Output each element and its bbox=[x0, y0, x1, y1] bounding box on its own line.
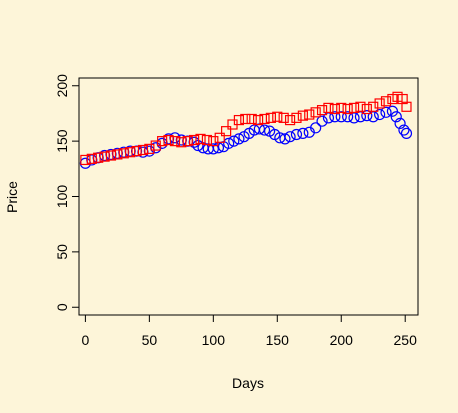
data-point bbox=[386, 105, 399, 117]
data-point bbox=[284, 114, 296, 126]
data-point bbox=[342, 111, 354, 123]
data-point bbox=[144, 143, 155, 154]
data-point bbox=[214, 132, 225, 143]
data-point bbox=[192, 139, 204, 152]
data-point bbox=[223, 137, 235, 149]
data-point bbox=[233, 114, 245, 126]
data-point bbox=[329, 111, 341, 123]
x-tick-label: 150 bbox=[266, 332, 290, 348]
x-axis: 0 50 100 150 200 250 bbox=[81, 314, 418, 348]
data-point bbox=[259, 113, 270, 125]
data-point bbox=[169, 136, 181, 147]
y-tick-label: 50 bbox=[54, 244, 70, 260]
data-point bbox=[400, 127, 413, 139]
data-point bbox=[131, 145, 142, 157]
data-point bbox=[310, 107, 321, 118]
data-point bbox=[380, 96, 392, 107]
y-tick-label: 100 bbox=[54, 185, 70, 209]
data-point bbox=[348, 102, 360, 114]
data-point bbox=[304, 109, 315, 120]
data-point bbox=[390, 111, 402, 123]
data-point bbox=[361, 103, 372, 115]
data-point bbox=[279, 133, 291, 145]
data-point bbox=[189, 134, 200, 146]
x-tick-label: 100 bbox=[202, 332, 226, 348]
data-point bbox=[163, 134, 174, 146]
data-point bbox=[394, 117, 406, 130]
data-point bbox=[253, 123, 265, 135]
y-tick-label: 150 bbox=[54, 129, 70, 153]
data-point bbox=[323, 102, 334, 114]
data-point bbox=[228, 135, 240, 147]
data-point bbox=[182, 136, 193, 147]
data-point bbox=[86, 153, 97, 164]
data-point bbox=[316, 105, 328, 116]
data-point bbox=[392, 91, 403, 102]
y-tick-label: 0 bbox=[54, 303, 70, 311]
data-point bbox=[397, 93, 408, 105]
y-tick-label: 200 bbox=[54, 74, 70, 98]
data-point bbox=[355, 101, 366, 112]
y-axis-title: Price bbox=[4, 181, 20, 213]
series-1 bbox=[79, 105, 413, 169]
data-point bbox=[361, 110, 373, 122]
data-point bbox=[105, 150, 117, 161]
data-point bbox=[80, 154, 91, 166]
data-point bbox=[336, 102, 347, 114]
x-tick-label: 50 bbox=[142, 332, 158, 348]
data-point bbox=[374, 98, 385, 109]
x-tick-label: 200 bbox=[330, 332, 354, 348]
data-point bbox=[246, 113, 257, 125]
data-point bbox=[329, 103, 340, 115]
data-point bbox=[125, 147, 136, 158]
data-point bbox=[278, 112, 289, 123]
data-point bbox=[157, 136, 168, 147]
data-point bbox=[387, 93, 398, 105]
data-point bbox=[112, 149, 123, 160]
data-point bbox=[290, 128, 303, 141]
data-point bbox=[297, 127, 309, 139]
data-point bbox=[401, 101, 412, 112]
data-point bbox=[221, 126, 232, 137]
data-point bbox=[137, 144, 149, 156]
data-point bbox=[310, 122, 322, 134]
data-point bbox=[208, 136, 219, 147]
data-point bbox=[291, 112, 302, 123]
y-axis: 0 50 100 150 200 bbox=[54, 74, 80, 311]
data-point bbox=[265, 112, 276, 123]
data-point bbox=[316, 115, 328, 127]
data-point bbox=[233, 133, 245, 145]
data-point bbox=[176, 137, 187, 148]
x-tick-label: 250 bbox=[394, 332, 418, 348]
data-point bbox=[342, 103, 353, 115]
data-point bbox=[374, 108, 386, 121]
series-2 bbox=[80, 91, 412, 166]
series-layer bbox=[79, 91, 413, 169]
data-point bbox=[398, 124, 410, 136]
x-axis-title: Days bbox=[232, 375, 264, 391]
data-point bbox=[207, 143, 219, 155]
data-point bbox=[252, 114, 264, 126]
data-point bbox=[380, 106, 392, 118]
data-point bbox=[258, 124, 271, 136]
data-point bbox=[99, 151, 110, 162]
data-point bbox=[368, 101, 379, 112]
data-point bbox=[240, 113, 251, 125]
data-point bbox=[93, 152, 104, 163]
data-point bbox=[201, 134, 213, 146]
data-point bbox=[272, 111, 283, 122]
data-point bbox=[195, 133, 206, 145]
data-point bbox=[284, 131, 296, 143]
data-point bbox=[297, 110, 308, 121]
data-point bbox=[335, 111, 347, 123]
data-point bbox=[118, 148, 129, 159]
x-tick-label: 0 bbox=[81, 332, 89, 348]
